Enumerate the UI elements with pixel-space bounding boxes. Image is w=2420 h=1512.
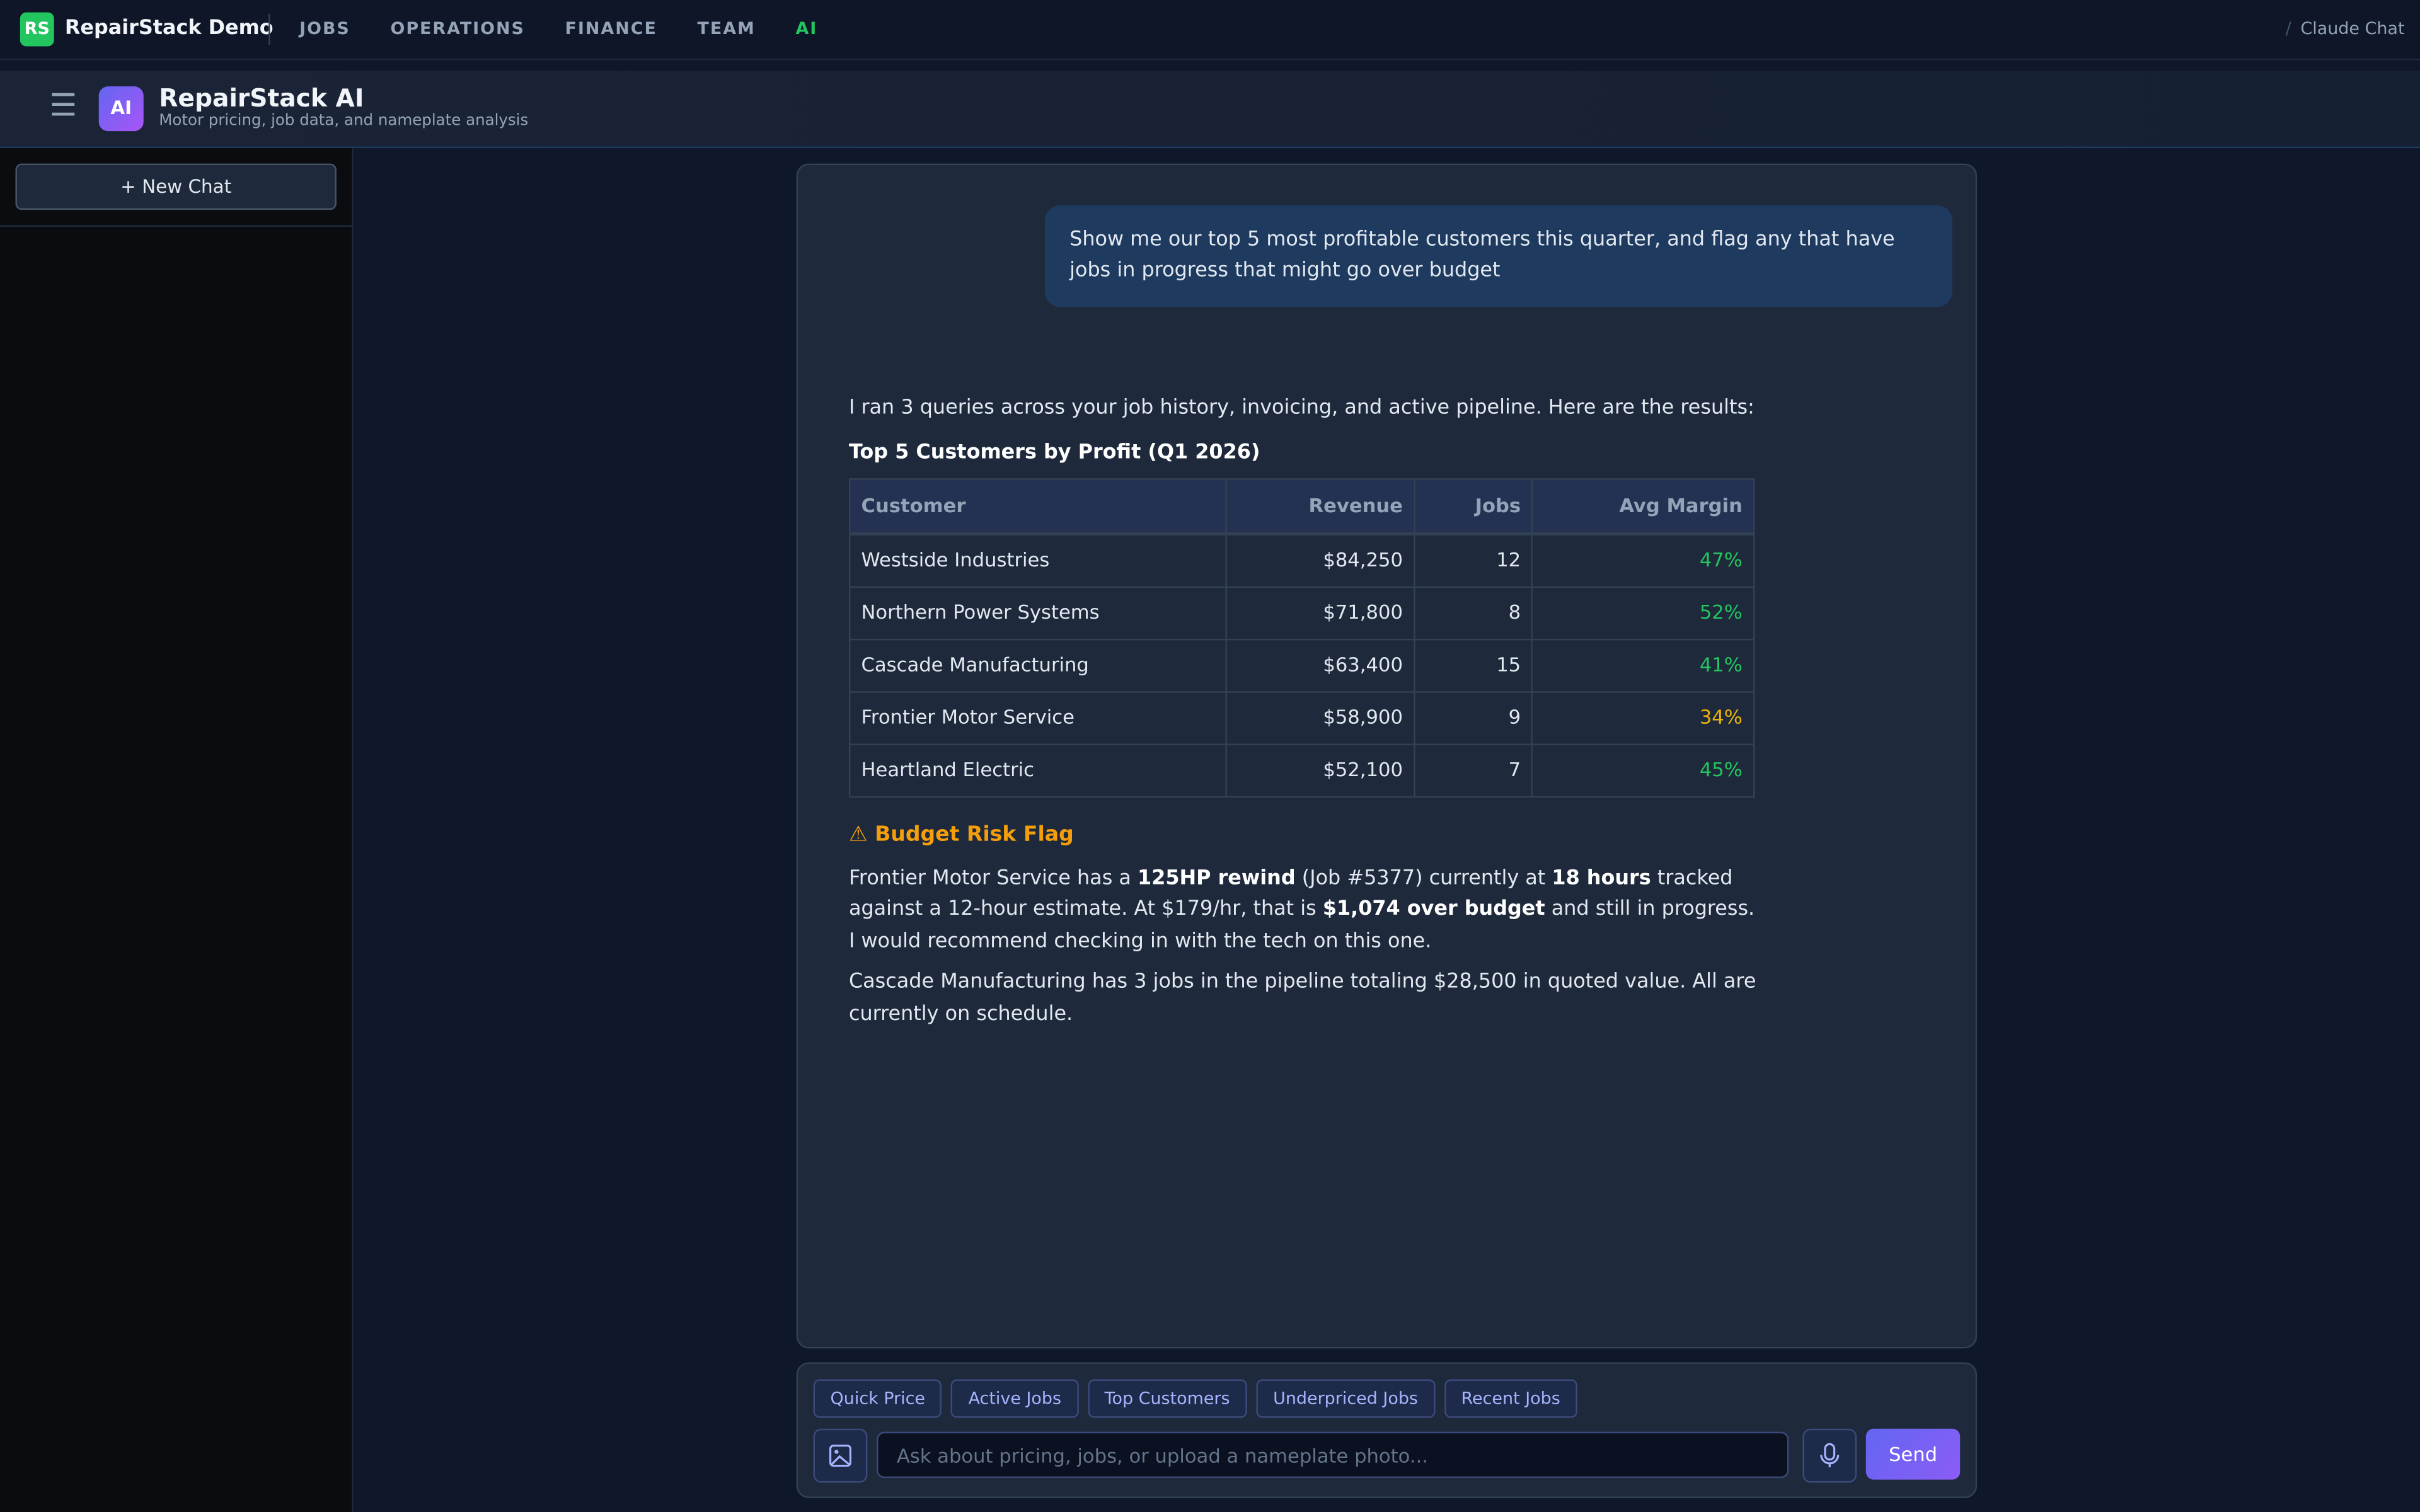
nav-item[interactable]: TEAM [697, 18, 756, 39]
table-cell: 15 [1414, 638, 1533, 693]
header: ☰ AI RepairStack AI Motor pricing, job d… [0, 71, 2420, 149]
column-header: Customer [848, 478, 1228, 536]
brand[interactable]: RepairStack Demo [64, 16, 274, 40]
table-cell: $84,250 [1226, 533, 1415, 588]
emphasis: 125HP rewind [1138, 866, 1296, 890]
table-cell: $58,900 [1226, 691, 1415, 745]
table-cell: Frontier Motor Service [848, 691, 1228, 745]
emphasis: 18 hours [1552, 866, 1651, 890]
table-cell: 34% [1531, 691, 1755, 745]
table-cell: 12 [1414, 533, 1533, 588]
suggestions: Quick Price Active Jobs Top Customers Under… [813, 1379, 1577, 1418]
image-icon [829, 1445, 851, 1467]
intro: I ran 3 queries across your job history,… [848, 396, 1754, 420]
suggestion-chip[interactable]: Quick Price [813, 1379, 942, 1418]
table-row: Frontier Motor Service $58,900 9 34% [848, 691, 1755, 745]
breadcrumb: / Claude Chat [2286, 18, 2405, 38]
paragraph: Frontier Motor Service has a 125HP rewin… [849, 863, 1760, 958]
title: RepairStack AI [159, 83, 364, 113]
table-cell: Heartland Electric [848, 743, 1228, 798]
subtitle: Motor pricing, job data, and nameplate a… [159, 112, 529, 130]
new-chat-button[interactable]: + New Chat [15, 163, 337, 210]
mic-icon [1820, 1443, 1840, 1467]
table-cell: $52,100 [1226, 743, 1415, 798]
suggestion-chip[interactable]: Recent Jobs [1444, 1379, 1577, 1418]
mic-button[interactable] [1802, 1428, 1857, 1483]
nav-item[interactable]: OPERATIONS [390, 18, 525, 39]
separator: / [2285, 18, 2291, 39]
top-nav: RS RepairStack Demo JOBS OPERATIONS FINANC… [0, 0, 2420, 60]
chat-panel: Show me our top 5 most profitable custom… [796, 163, 1978, 1349]
paragraphs: Frontier Motor Service has a 125HP rewin… [849, 863, 1760, 1031]
nav-item[interactable]: FINANCE [565, 18, 657, 39]
flag-title: ⚠ Budget Risk Flag [848, 822, 1074, 847]
user-message: Show me our top 5 most profitable custom… [1044, 205, 1952, 307]
divider [268, 14, 270, 45]
logo[interactable]: RS [20, 12, 54, 47]
chat-input[interactable]: Ask about pricing, jobs, or upload a nam… [877, 1431, 1789, 1479]
table-cell: $63,400 [1226, 638, 1415, 693]
results-table: Customer Revenue Jobs Avg Margin Westside In… [848, 478, 1755, 798]
suggestion-chip[interactable]: Active Jobs [951, 1379, 1078, 1418]
nav-item[interactable]: JOBS [299, 18, 350, 39]
column-header: Avg Margin [1531, 478, 1755, 536]
table-row: Westside Industries $84,250 12 47% [848, 533, 1755, 588]
suggestion-chip[interactable]: Underpriced Jobs [1256, 1379, 1435, 1418]
header-row: Customer Revenue Jobs Avg Margin [848, 478, 1755, 536]
breadcrumb-item: Claude Chat [2300, 18, 2405, 39]
send-button[interactable]: Send [1865, 1428, 1961, 1480]
table-cell: Westside Industries [848, 533, 1228, 588]
table-row: Cascade Manufacturing $63,400 15 41% [848, 638, 1755, 693]
text: Frontier Motor Service has a [848, 866, 1138, 890]
table-row: Northern Power Systems $71,800 8 52% [848, 586, 1755, 641]
column-header: Revenue [1226, 478, 1415, 536]
sidebar: + New Chat [0, 148, 354, 1512]
paragraph: Cascade Manufacturing has 3 jobs in the … [849, 968, 1760, 1031]
table-cell: 9 [1414, 691, 1533, 745]
table-cell: 52% [1531, 586, 1755, 641]
table-cell: 7 [1414, 743, 1533, 798]
suggestion-chip[interactable]: Top Customers [1087, 1379, 1247, 1418]
emphasis: $1,074 over budget [1322, 898, 1545, 922]
ai-icon: AI [98, 86, 144, 132]
text: tracked against a 12-hour estimate. At $… [848, 866, 1733, 922]
table-row: Heartland Electric $52,100 7 45% [848, 743, 1755, 798]
table-cell: 45% [1531, 743, 1755, 798]
composer: Quick Price Active Jobs Top Customers Under… [796, 1362, 1978, 1498]
divider [0, 225, 352, 227]
table-cell: Northern Power Systems [848, 586, 1228, 641]
text: Cascade Manufacturing has 3 jobs in the … [848, 970, 1756, 1026]
nav-items: JOBS OPERATIONS FINANCE TEAM AI [299, 18, 817, 38]
column-header: Jobs [1414, 478, 1533, 536]
table-cell: 47% [1531, 533, 1755, 588]
image-upload-button[interactable] [813, 1428, 868, 1483]
assistant-message: I ran 3 queries across your job history,… [848, 393, 1760, 1040]
menu-button[interactable]: ☰ [49, 86, 78, 123]
table-cell: $71,800 [1226, 586, 1415, 641]
table-cell: 8 [1414, 586, 1533, 641]
text: (Job #5377) currently at [1295, 866, 1552, 890]
nav-item[interactable]: AI [795, 18, 818, 39]
text: and still in progress. I would recommend… [848, 898, 1755, 953]
table-cell: Cascade Manufacturing [848, 638, 1228, 693]
table-title: Top 5 Customers by Profit (Q1 2026) [848, 440, 1260, 464]
table-cell: 41% [1531, 638, 1755, 693]
